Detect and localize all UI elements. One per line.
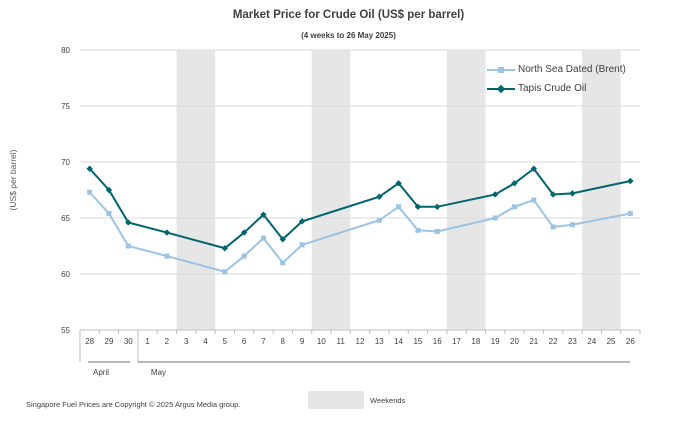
brent-point-12 (434, 228, 440, 234)
x-tick-label-22: 22 (549, 337, 558, 346)
tapis-point-5 (240, 229, 248, 236)
tapis-point-9 (376, 193, 383, 200)
brent-point-18 (627, 211, 633, 217)
tapis-point-13 (491, 191, 499, 198)
brent-point-2 (125, 243, 131, 249)
weekends-legend-label: Weekends (370, 396, 406, 405)
brent-point-16 (550, 224, 556, 230)
x-tick-label-8: 8 (281, 337, 286, 346)
tapis-point-18 (627, 177, 634, 185)
x-tick-label-17: 17 (452, 337, 461, 346)
brent-point-9 (376, 217, 382, 223)
x-tick-label-2: 2 (165, 337, 170, 346)
x-tick-label-23: 23 (568, 337, 577, 346)
month-label-april: April (93, 368, 109, 377)
tapis-point-7 (279, 236, 286, 243)
brent-point-8 (299, 242, 305, 248)
x-tick-label-30: 30 (124, 337, 133, 346)
weekends-swatch (308, 391, 364, 409)
legend: North Sea Dated (Brent) Tapis Crude Oil (487, 60, 626, 98)
brent-point-13 (492, 215, 498, 221)
tapis-point-1 (105, 186, 113, 194)
brent-point-17 (569, 222, 575, 228)
legend-item-brent: North Sea Dated (Brent) (487, 60, 626, 79)
brent-point-5 (241, 253, 247, 259)
copyright-footer: Singapore Fuel Prices are Copyright © 20… (26, 400, 241, 409)
x-tick-label-21: 21 (529, 337, 538, 346)
legend-label-brent: North Sea Dated (Brent) (518, 64, 626, 75)
x-tick-label-20: 20 (510, 337, 519, 346)
tapis-point-17 (569, 190, 576, 197)
x-tick-label-10: 10 (317, 337, 326, 346)
x-tick-label-15: 15 (413, 337, 422, 346)
x-tick-label-28: 28 (85, 337, 94, 346)
series-line-0 (88, 191, 631, 273)
brent-point-0 (87, 189, 93, 195)
tapis-point-10 (395, 180, 402, 187)
legend-label-tapis: Tapis Crude Oil (518, 83, 587, 94)
brent-point-4 (222, 269, 228, 275)
chart-title: Market Price for Crude Oil (US$ per barr… (232, 9, 465, 21)
x-tick-label-29: 29 (105, 337, 114, 346)
y-tick-label-65: 65 (61, 214, 70, 223)
tapis-point-2 (125, 219, 132, 226)
x-tick-label-9: 9 (300, 337, 305, 346)
x-tick-label-18: 18 (471, 337, 480, 346)
diamond-marker-icon (487, 84, 515, 94)
tapis-point-6 (260, 211, 267, 218)
x-tick-label-7: 7 (261, 337, 266, 346)
x-tick-label-1: 1 (145, 337, 150, 346)
x-tick-label-19: 19 (491, 337, 500, 346)
tapis-point-11 (414, 203, 422, 210)
series-line-1 (88, 167, 631, 250)
y-tick-label-55: 55 (61, 326, 70, 335)
x-tick-label-4: 4 (203, 337, 208, 346)
tapis-point-0 (86, 165, 93, 172)
x-tick-label-11: 11 (337, 337, 346, 346)
tapis-point-3 (163, 229, 171, 236)
x-tick-label-24: 24 (587, 337, 596, 346)
x-tick-label-13: 13 (375, 337, 384, 346)
brent-point-7 (280, 260, 286, 266)
y-axis-label: (US$ per barrel) (8, 149, 18, 210)
weekend-band-1 (311, 50, 351, 330)
brent-point-1 (106, 211, 112, 217)
x-tick-label-26: 26 (626, 337, 635, 346)
tapis-point-8 (298, 218, 306, 225)
month-label-may: May (151, 368, 166, 377)
x-tick-label-14: 14 (394, 337, 403, 346)
square-marker-icon (487, 65, 515, 75)
weekend-band-0 (176, 50, 216, 330)
x-tick-label-25: 25 (607, 337, 616, 346)
y-tick-label-70: 70 (61, 158, 70, 167)
chart-subtitle: (4 weeks to 26 May 2025) (301, 31, 396, 40)
legend-item-tapis: Tapis Crude Oil (487, 79, 626, 98)
brent-point-6 (260, 235, 266, 241)
x-tick-label-3: 3 (184, 337, 189, 346)
brent-point-11 (415, 227, 421, 233)
weekend-band-2 (446, 50, 486, 330)
x-tick-label-16: 16 (433, 337, 442, 346)
y-tick-label-75: 75 (61, 102, 70, 111)
tapis-point-4 (221, 245, 229, 252)
brent-point-14 (511, 204, 517, 210)
tapis-point-12 (434, 203, 441, 210)
x-tick-label-6: 6 (242, 337, 247, 346)
x-tick-label-5: 5 (223, 337, 228, 346)
y-tick-label-80: 80 (61, 46, 70, 55)
y-tick-label-60: 60 (61, 270, 70, 279)
tapis-point-15 (530, 165, 537, 172)
tapis-point-16 (549, 191, 557, 198)
brent-point-15 (531, 197, 537, 203)
brent-point-10 (396, 204, 402, 210)
tapis-point-14 (511, 180, 518, 187)
x-tick-label-12: 12 (356, 337, 365, 346)
brent-point-3 (164, 253, 170, 259)
